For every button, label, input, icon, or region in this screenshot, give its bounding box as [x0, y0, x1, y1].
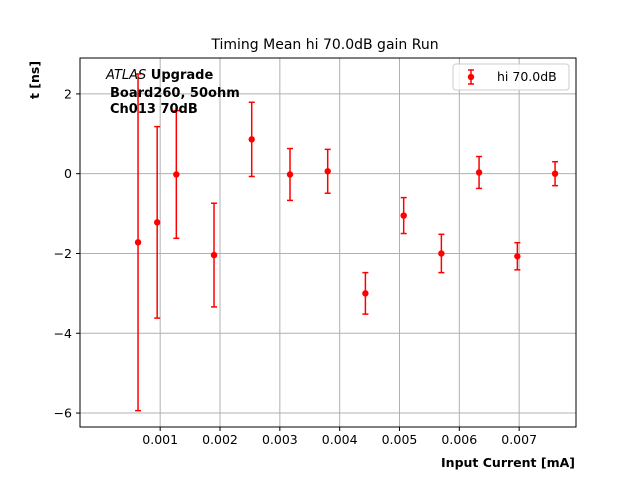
data-point: [248, 136, 255, 143]
y-tick-label: −4: [54, 326, 72, 341]
atlas-annotation: ATLAS Upgrade Board260, 50ohm Ch013 70dB: [105, 68, 240, 117]
data-point: [210, 251, 218, 259]
annotation-line-1: ATLAS Upgrade: [105, 68, 213, 83]
y-tick-label: 2: [64, 86, 72, 101]
legend-frame: [452, 63, 570, 91]
annotation-line-2: Board260, 50ohm: [110, 86, 240, 101]
legend-marker: [467, 69, 475, 85]
x-tick-label: 0.004: [322, 432, 358, 447]
data-point: [400, 212, 407, 219]
annotation-upgrade: Upgrade: [146, 68, 213, 83]
legend-label: hi 70.0dB: [497, 69, 557, 84]
data-point: [475, 169, 483, 176]
x-axis-ticks: 0.001 0.002 0.003 0.004 0.005 0.006 0.007: [142, 427, 537, 447]
data-point: [173, 171, 180, 178]
data-point: [134, 239, 142, 246]
data-point: [514, 253, 521, 260]
y-axis-ticks: −6 −4 −2 0 2: [54, 86, 80, 421]
plot-frame: [79, 57, 577, 428]
legend: hi 70.0dB: [452, 63, 570, 91]
data-point: [362, 290, 369, 297]
y-tick-label: 0: [64, 166, 72, 181]
data-markers: [134, 136, 559, 297]
x-tick-label: 0.001: [142, 432, 178, 447]
x-tick-label: 0.002: [202, 432, 238, 447]
annotation-line-3: Ch013 70dB: [110, 102, 198, 117]
x-tick-label: 0.005: [382, 432, 418, 447]
x-tick-label: 0.006: [441, 432, 477, 447]
y-tick-label: −2: [54, 246, 72, 261]
x-tick-label: 0.007: [501, 432, 537, 447]
annotation-atlas: ATLAS: [105, 68, 146, 83]
data-point: [286, 171, 294, 178]
data-point: [324, 168, 331, 175]
x-tick-label: 0.003: [262, 432, 298, 447]
data-point: [551, 170, 559, 177]
y-axis-label: t [ns]: [27, 61, 42, 99]
y-tick-label: −6: [54, 406, 72, 421]
chart-title: Timing Mean hi 70.0dB gain Run: [210, 37, 438, 53]
x-axis-label: Input Current [mA]: [441, 455, 575, 470]
data-point: [438, 250, 445, 257]
data-point: [153, 219, 161, 226]
